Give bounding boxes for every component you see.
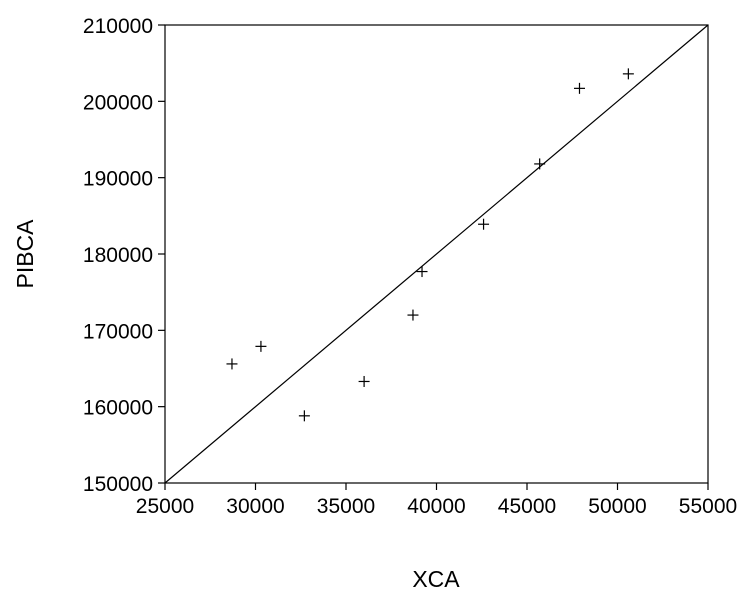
x-tick-label: 30000 [226,495,284,518]
data-point [226,358,238,370]
reference-line-group [164,24,709,484]
x-tick-label: 50000 [588,495,646,518]
x-tick-label: 55000 [679,495,737,518]
x-tick-label: 40000 [407,495,465,518]
x-axis: 25000 30000 35000 40000 45000 50000 55000 [136,483,737,518]
data-point [358,375,370,387]
y-tick-label: 160000 [83,397,153,420]
data-point [298,410,310,422]
data-point [478,218,490,230]
y-axis: 150000 160000 170000 180000 190000 200000 2100… [83,15,165,496]
y-tick-label: 150000 [83,473,153,496]
y-tick-label: 200000 [83,91,153,114]
data-point [255,340,267,352]
y-tick-label: 210000 [83,15,153,38]
data-point [416,266,428,278]
y-tick-label: 170000 [83,320,153,343]
y-tick-label: 190000 [83,168,153,191]
x-tick-label: 35000 [317,495,375,518]
data-points [226,68,634,422]
data-point [534,158,546,170]
y-axis-title: PIBCA [12,219,38,289]
data-point [622,68,634,80]
x-tick-label: 25000 [136,495,194,518]
x-axis-title: XCA [412,566,460,591]
reference-line [164,24,709,484]
data-point [407,309,419,321]
y-tick-label: 180000 [83,244,153,267]
data-point [573,82,585,94]
x-tick-label: 45000 [498,495,556,518]
